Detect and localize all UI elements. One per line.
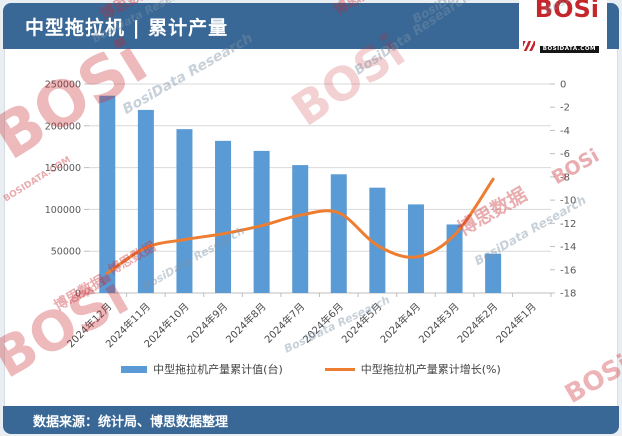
data-source-text: 数据来源：统计局、博思数据整理 bbox=[33, 414, 229, 430]
x-axis-label: 2024年3月 bbox=[416, 300, 462, 346]
left-axis-tick-label: 100000 bbox=[45, 205, 81, 216]
bar-2024年3月 bbox=[446, 224, 463, 293]
legend-item-line: 中型拖拉机产量累计增长(%) bbox=[324, 361, 501, 377]
bar-2024年5月 bbox=[369, 187, 386, 293]
bar-2024年4月 bbox=[407, 204, 424, 293]
right-axis-tick-label: -8 bbox=[560, 172, 570, 183]
bar-2024年6月 bbox=[330, 174, 347, 293]
bar-series-swatch bbox=[121, 365, 148, 373]
logo-stripes-icon bbox=[522, 41, 535, 52]
line-series-label: 中型拖拉机产量累计增长(%) bbox=[360, 363, 501, 376]
right-axis-tick-label: -18 bbox=[560, 289, 576, 300]
right-axis-tick-label: -12 bbox=[560, 219, 576, 230]
footer-bar: 数据来源：统计局、博思数据整理 bbox=[3, 406, 619, 434]
x-axis-label: 2024年8月 bbox=[223, 300, 269, 346]
x-axis-label: 2024年7月 bbox=[262, 300, 308, 346]
bar-series-label: 中型拖拉机产量累计值(台) bbox=[153, 363, 283, 376]
left-axis-tick-label: 250000 bbox=[45, 80, 81, 91]
right-axis-tick-label: -16 bbox=[560, 265, 576, 276]
logo-domain: BOSIDATA.COM bbox=[539, 45, 599, 54]
right-axis-tick-label: -10 bbox=[560, 196, 576, 207]
x-axis-label: 2024年1月 bbox=[493, 300, 539, 346]
bar-2024年12月 bbox=[99, 95, 116, 293]
x-axis-label: 2024年2月 bbox=[454, 300, 500, 346]
page-title: 中型拖拉机 | 累计产量 bbox=[25, 16, 229, 39]
right-axis-tick-label: 0 bbox=[560, 80, 566, 91]
logo-text: BOSi bbox=[534, 0, 599, 23]
bar-2024年9月 bbox=[215, 140, 232, 293]
bar-2024年11月 bbox=[137, 109, 154, 293]
left-axis-tick-label: 200000 bbox=[45, 121, 81, 132]
left-axis-tick-label: 0 bbox=[75, 289, 81, 300]
x-axis-label: 2024年9月 bbox=[184, 300, 230, 346]
right-axis-tick-label: -4 bbox=[560, 126, 570, 137]
x-axis-label: 2024年6月 bbox=[300, 300, 346, 346]
right-axis-tick-label: -2 bbox=[560, 103, 570, 114]
legend-item-bars: 中型拖拉机产量累计值(台) bbox=[121, 361, 283, 377]
bosi-logo: BOSi BOSIDATA.COM bbox=[518, 0, 607, 57]
bar-2024年2月 bbox=[485, 253, 502, 293]
right-axis-tick-label: -6 bbox=[560, 149, 570, 160]
bar-2024年10月 bbox=[176, 129, 193, 293]
header-bar: 中型拖拉机 | 累计产量 BOSi BOSIDATA.COM bbox=[3, 0, 619, 57]
left-axis-tick-label: 50000 bbox=[51, 247, 81, 258]
right-axis-tick-label: -14 bbox=[560, 242, 576, 253]
chart-legend: 中型拖拉机产量累计值(台) 中型拖拉机产量累计增长(%) bbox=[0, 361, 622, 377]
bar-2024年7月 bbox=[292, 165, 309, 293]
line-series-swatch bbox=[324, 367, 355, 371]
growth-line bbox=[105, 177, 495, 275]
left-axis-tick-label: 150000 bbox=[45, 163, 81, 174]
bar-2024年8月 bbox=[253, 150, 270, 293]
x-axis-label: 2024年4月 bbox=[377, 300, 423, 346]
x-axis-label: 2024年5月 bbox=[339, 300, 385, 346]
